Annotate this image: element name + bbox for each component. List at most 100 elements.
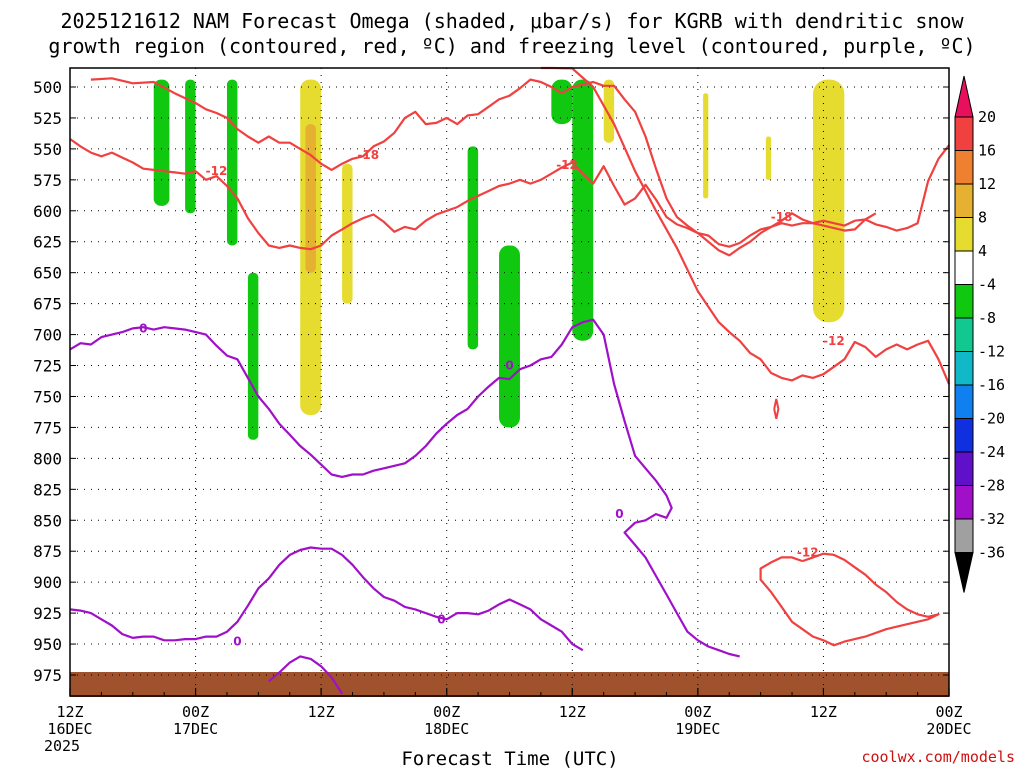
contour-dgz_-12_upper <box>69 138 950 257</box>
contour-label-freezing: 0 <box>139 321 147 335</box>
x-tick-label: 12Z <box>559 703 586 721</box>
x-tick-label: 12Z <box>308 703 335 721</box>
y-tick-label: 925 <box>33 604 62 623</box>
y-tick-label: 950 <box>33 635 62 654</box>
y-tick-label: 575 <box>33 171 62 190</box>
x-tick-label: 00Z <box>182 703 209 721</box>
colorbar-bottom-arrow <box>954 552 974 593</box>
omega-shade-region-13 <box>765 136 772 180</box>
terrain-mask <box>70 697 949 727</box>
colorbar-swatch <box>954 384 974 419</box>
omega-shade-region-4 <box>467 146 479 350</box>
colorbar-label: 12 <box>978 175 996 193</box>
y-tick-label: 600 <box>33 202 62 221</box>
x-tick-label: 16DEC <box>47 720 92 738</box>
omega-shade-region-3 <box>247 272 259 440</box>
plot-frame <box>69 67 950 697</box>
y-axis-ticks: 500 525 550 575 600 625 650 675 700 725 750 775 800 8… <box>33 78 949 685</box>
y-tick-label: 675 <box>33 295 62 314</box>
colorbar-label: 8 <box>978 209 987 227</box>
y-tick-label: 500 <box>33 78 62 97</box>
colorbar-swatch <box>954 317 974 352</box>
x-tick-label: 19DEC <box>675 720 720 738</box>
y-tick-label: 625 <box>33 233 62 252</box>
omega-shade-region-6 <box>551 79 573 125</box>
chart-title-line1: 2025121612 NAM Forecast Omega (shaded, μ… <box>60 9 964 33</box>
omega-shade-region-12 <box>703 93 709 199</box>
contour-label-dgz: -12 <box>206 164 228 178</box>
colorbar-label: -28 <box>978 477 1005 495</box>
colorbar-swatch <box>954 150 974 185</box>
credit-text: coolwx.com/models <box>861 748 1015 766</box>
omega-shade-region-2 <box>226 79 238 246</box>
omega-shade-region-7 <box>572 79 594 341</box>
y-tick-label: 750 <box>33 387 62 406</box>
contour-label-freezing: 0 <box>615 507 623 521</box>
x-tick-label: 00Z <box>684 703 711 721</box>
omega-shade-region-9 <box>305 124 316 273</box>
colorbar-swatch <box>954 217 974 252</box>
omega-shade-region-5 <box>499 245 520 428</box>
y-tick-label: 825 <box>33 480 62 499</box>
omega-shading <box>153 79 845 440</box>
x-tick-label: 2025 <box>44 737 80 755</box>
contour-label-freezing: 0 <box>437 612 445 626</box>
contour-freezing_0_upper <box>69 318 740 658</box>
contour-label-freezing: 0 <box>233 635 241 649</box>
colorbar-swatch <box>954 485 974 520</box>
omega-shade-region-11 <box>603 79 615 143</box>
omega-shade-region-10 <box>342 163 353 304</box>
y-tick-label: 650 <box>33 264 62 283</box>
colorbar-label: 4 <box>978 242 987 260</box>
y-tick-label: 900 <box>33 573 62 592</box>
colorbar-label: -32 <box>978 510 1005 528</box>
y-tick-label: 775 <box>33 418 62 437</box>
contour-dgz_-12_small_loop <box>773 398 780 420</box>
x-tick-label: 12Z <box>56 703 83 721</box>
x-tick-label: 00Z <box>433 703 460 721</box>
x-tick-label: 18DEC <box>424 720 469 738</box>
colorbar-label: -12 <box>978 343 1005 361</box>
colorbar-swatch <box>954 250 974 285</box>
y-tick-label: 975 <box>33 666 62 685</box>
contour-label-dgz: -12 <box>797 545 819 559</box>
colorbar-top-arrow <box>954 75 974 118</box>
omega-shade-region-0 <box>153 79 170 206</box>
colorbar: 20 16 12 8 4 -4 -8 -12 -16 -20 -24 -28 -32 -36 <box>954 75 1005 593</box>
x-tick-label: 20DEC <box>926 720 971 738</box>
colorbar-label: -16 <box>978 376 1005 394</box>
contour-dgz_-18_upper <box>90 77 877 248</box>
contour-label-dgz: -12 <box>823 334 845 348</box>
colorbar-label: -24 <box>978 443 1005 461</box>
y-tick-label: 700 <box>33 326 62 345</box>
y-tick-label: 875 <box>33 542 62 561</box>
omega-shade-region-1 <box>185 79 196 214</box>
chart-title-line2: growth region (contoured, red, ºC) and f… <box>48 34 975 58</box>
contour-label-dgz: -12 <box>556 158 578 172</box>
y-tick-label: 800 <box>33 449 62 468</box>
colorbar-swatch <box>954 451 974 486</box>
y-tick-label: 725 <box>33 357 62 376</box>
x-axis-label: Forecast Time (UTC) <box>401 748 618 768</box>
colorbar-swatch <box>954 418 974 453</box>
contour-freezing_0_lower <box>69 546 584 652</box>
y-tick-label: 525 <box>33 109 62 128</box>
colorbar-label: -20 <box>978 410 1005 428</box>
contour-label-freezing: 0 <box>505 359 513 373</box>
x-tick-label: 12Z <box>810 703 837 721</box>
x-tick-label: 17DEC <box>173 720 218 738</box>
colorbar-swatch <box>954 351 974 386</box>
colorbar-label: 20 <box>978 108 996 126</box>
contour-freezing_0_small <box>268 655 344 695</box>
y-tick-label: 850 <box>33 511 62 530</box>
colorbar-swatch <box>954 284 974 319</box>
contour-dgz_-12_lower <box>540 66 951 385</box>
colorbar-swatch <box>954 518 974 553</box>
x-tick-label: 00Z <box>935 703 962 721</box>
colorbar-swatch <box>954 116 974 151</box>
colorbar-label: -8 <box>978 309 996 327</box>
colorbar-label: 16 <box>978 142 996 160</box>
contour-label-dgz: -18 <box>771 210 793 224</box>
colorbar-swatch <box>954 183 974 218</box>
